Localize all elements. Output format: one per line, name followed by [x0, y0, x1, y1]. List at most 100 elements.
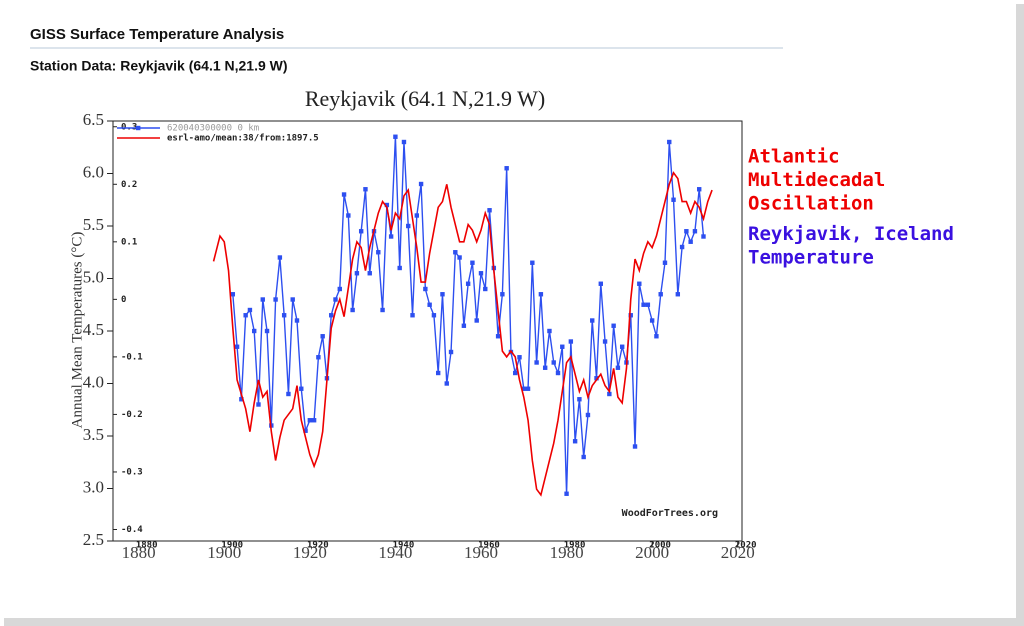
data-point — [440, 292, 445, 297]
x-tick-label: 1980 — [550, 543, 584, 562]
data-point — [350, 307, 355, 313]
x-tick-label: 1920 — [293, 543, 327, 562]
data-point — [483, 286, 488, 292]
data-point — [688, 239, 693, 244]
data-point — [384, 202, 390, 208]
data-point — [692, 229, 698, 234]
data-point — [585, 412, 591, 418]
y2-tick-label: 0.2 — [121, 180, 137, 190]
data-point — [358, 229, 364, 234]
data-point — [380, 307, 385, 313]
data-point — [547, 328, 552, 334]
data-point — [376, 250, 381, 255]
data-point — [303, 428, 308, 433]
y-tick-label: 6.5 — [83, 110, 104, 129]
data-point — [239, 397, 244, 402]
chart-image — [68, 88, 760, 568]
shadow-right — [1016, 4, 1024, 626]
data-point — [354, 271, 360, 276]
data-point — [560, 344, 565, 349]
data-point — [697, 187, 702, 192]
data-point — [667, 139, 672, 145]
y2-tick-label: -0.3 — [121, 467, 143, 477]
data-point — [320, 334, 325, 339]
legend-label: 620040300000 0 km — [167, 124, 259, 134]
data-point — [632, 444, 638, 449]
y2-tick-label: -0.1 — [121, 352, 143, 362]
data-point — [230, 292, 236, 297]
data-point — [431, 313, 437, 318]
data-point — [260, 297, 265, 302]
data-point — [615, 365, 621, 370]
y2-tick-label: -0.2 — [121, 410, 143, 420]
y-tick-label: 2.5 — [83, 530, 104, 549]
y2-tick-label: -0.4 — [121, 525, 143, 535]
annotation: Atlantic — [748, 146, 840, 168]
data-point — [675, 292, 681, 297]
data-point — [341, 192, 347, 197]
data-point — [264, 328, 270, 334]
data-point — [504, 166, 509, 171]
x-tick-label-inner: 1960 — [478, 541, 500, 551]
data-point — [397, 265, 402, 271]
x-tick-label-inner: 1980 — [564, 541, 586, 551]
data-point — [388, 234, 394, 239]
data-point — [247, 307, 253, 313]
data-point — [645, 302, 651, 307]
y2-tick-label: 0.3 — [121, 122, 137, 132]
data-point — [367, 271, 372, 276]
x-tick-label-inner: 2020 — [735, 541, 757, 551]
station-heading: Station Data: Reykjavik (64.1 N,21.9 W) — [30, 58, 288, 74]
data-point — [590, 318, 595, 323]
data-point — [363, 187, 368, 192]
data-point — [311, 418, 317, 423]
y2-tick-label: 0.1 — [121, 237, 137, 247]
data-point — [602, 339, 608, 344]
data-point — [453, 250, 458, 255]
data-point — [611, 323, 616, 328]
y-tick-label: 6.0 — [83, 162, 104, 181]
data-point — [487, 208, 492, 213]
x-tick-label-inner: 2000 — [649, 541, 671, 551]
data-point — [598, 281, 603, 286]
data-point — [658, 292, 663, 297]
data-point — [555, 370, 561, 376]
data-point — [679, 244, 685, 250]
data-point — [435, 370, 441, 376]
annotation: Reykjavik, Iceland — [748, 223, 954, 245]
data-point — [662, 260, 668, 265]
data-point — [517, 355, 522, 360]
data-point — [457, 255, 462, 260]
data-point — [684, 229, 689, 234]
data-point — [294, 318, 300, 323]
x-tick-label: 2000 — [635, 543, 669, 562]
data-point — [581, 454, 586, 460]
data-point — [423, 286, 428, 292]
data-point — [649, 318, 655, 323]
data-point — [641, 302, 646, 307]
y-tick-label: 3.0 — [83, 477, 104, 496]
y-tick-label: 5.0 — [83, 267, 104, 286]
data-point — [414, 213, 420, 218]
chart-title: Reykjavik (64.1 N,21.9 W) — [305, 86, 545, 111]
data-point — [637, 281, 642, 286]
data-point — [577, 397, 582, 402]
x-tick-label: 1880 — [122, 543, 156, 562]
data-point — [277, 255, 283, 260]
data-point — [474, 318, 479, 323]
data-point — [307, 418, 313, 423]
x-tick-label-inner: 1900 — [221, 541, 243, 551]
data-point — [538, 292, 544, 297]
data-point — [628, 313, 633, 318]
data-point — [346, 213, 351, 218]
data-point — [701, 234, 706, 239]
annotation: Multidecadal — [748, 169, 885, 191]
x-tick-label: 1900 — [207, 543, 241, 562]
data-point — [333, 297, 338, 302]
data-point — [525, 386, 531, 391]
data-point — [286, 391, 291, 397]
y2-tick-label: 0 — [121, 295, 126, 305]
legend-marker — [136, 125, 141, 131]
y-axis-label: Annual Mean Temperatures (°C) — [69, 232, 85, 429]
data-point — [406, 223, 411, 229]
